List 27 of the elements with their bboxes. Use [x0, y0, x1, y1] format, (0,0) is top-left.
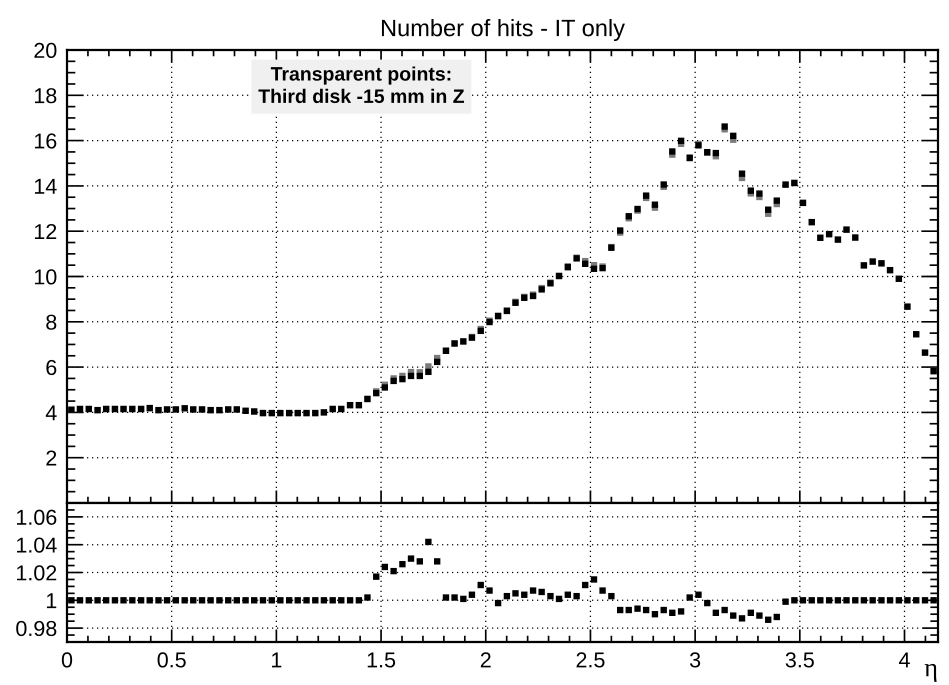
x-tick-label: 2.5 — [576, 652, 604, 668]
y-tick-label: 1.02 — [17, 565, 56, 581]
y-tick-label: 4 — [46, 405, 57, 420]
y-tick-label: 2 — [46, 450, 56, 466]
x-tick-label: 0.5 — [158, 652, 186, 668]
y-tick-label: 1.04 — [17, 537, 57, 553]
y-tick-label: 18 — [34, 88, 56, 104]
x-axis-title: η — [924, 664, 937, 682]
x-tick-label: 1 — [272, 652, 282, 668]
y-tick-label: 12 — [34, 224, 56, 239]
x-tick-label: 3 — [690, 652, 700, 668]
y-tick-label: 16 — [34, 133, 56, 149]
x-tick-label: 2 — [480, 652, 491, 668]
x-tick-label: 3.5 — [786, 652, 814, 668]
annotation: Transparent points: Third disk -15 mm in Z — [258, 66, 464, 104]
y-tick-label: 8 — [46, 314, 56, 330]
y-tick-label: 10 — [34, 269, 56, 285]
y-tick-label: 0.98 — [16, 620, 56, 636]
y-tick-label: 1 — [46, 593, 56, 608]
y-tick-label: 14 — [34, 178, 57, 194]
y-tick-label: 20 — [34, 42, 56, 58]
y-tick-label: 1.06 — [17, 510, 56, 525]
chart-title: Number of hits - IT only — [382, 19, 625, 42]
x-tick-label: 4 — [899, 652, 910, 668]
y-tick-label: 6 — [46, 360, 56, 376]
x-tick-label: 0 — [62, 652, 72, 668]
x-tick-label: 1.5 — [368, 652, 396, 668]
